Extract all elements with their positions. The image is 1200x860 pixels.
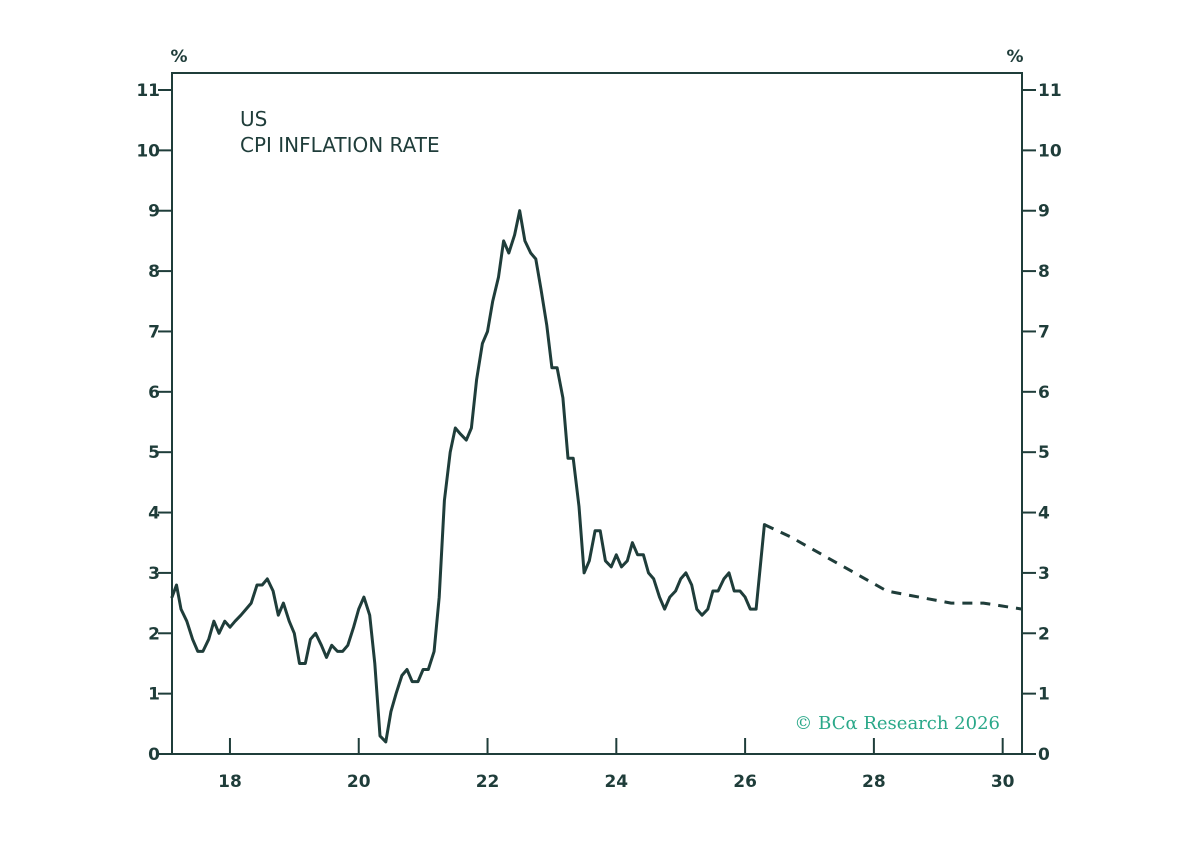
y-tick-label-left: 2 — [148, 624, 160, 644]
y-tick-label-left: 6 — [148, 383, 160, 403]
forecast-line — [763, 523, 1023, 611]
x-tick-label: 22 — [476, 772, 500, 792]
y-tick-label-right: 1 — [1038, 685, 1050, 705]
y-tick-label-right: 7 — [1038, 322, 1050, 342]
left-unit-label: % — [170, 47, 187, 67]
y-tick-label-right: 6 — [1038, 383, 1050, 403]
copyright-credit: © BCα Research 2026 — [794, 713, 1000, 734]
x-tick-label: 20 — [347, 772, 371, 792]
chart-title-line-2: CPI INFLATION RATE — [240, 133, 440, 157]
y-tick-label-right: 11 — [1038, 81, 1062, 101]
y-tick-label-right: 0 — [1038, 745, 1050, 765]
y-tick-label-right: 2 — [1038, 624, 1050, 644]
y-tick-label-left: 4 — [148, 504, 160, 524]
y-tick-label-right: 9 — [1038, 202, 1050, 222]
y-tick-label-left: 10 — [136, 141, 160, 161]
y-tick-label-right: 10 — [1038, 141, 1062, 161]
plot-frame — [171, 72, 1023, 755]
y-tick-label-left: 0 — [148, 745, 160, 765]
x-tick-label: 26 — [733, 772, 757, 792]
series-lines — [170, 209, 1023, 744]
y-tick-label-left: 5 — [148, 443, 160, 463]
y-tick-label-left: 3 — [148, 564, 160, 584]
y-tick-label-right: 3 — [1038, 564, 1050, 584]
y-tick-label-right: 4 — [1038, 504, 1050, 524]
y-tick-label-left: 1 — [148, 685, 160, 705]
chart-title-line-1: US — [240, 107, 267, 131]
right-unit-label: % — [1006, 47, 1023, 67]
y-tick-label-left: 8 — [148, 262, 160, 282]
cpi-line — [170, 209, 766, 744]
y-tick-label-left: 9 — [148, 202, 160, 222]
x-tick-label: 28 — [862, 772, 886, 792]
x-tick-label: 24 — [604, 772, 628, 792]
y-tick-label-left: 7 — [148, 322, 160, 342]
x-tick-label: 18 — [218, 772, 242, 792]
x-tick-label: 30 — [991, 772, 1015, 792]
y-tick-label-right: 5 — [1038, 443, 1050, 463]
y-tick-label-right: 8 — [1038, 262, 1050, 282]
y-tick-label-left: 11 — [136, 81, 160, 101]
